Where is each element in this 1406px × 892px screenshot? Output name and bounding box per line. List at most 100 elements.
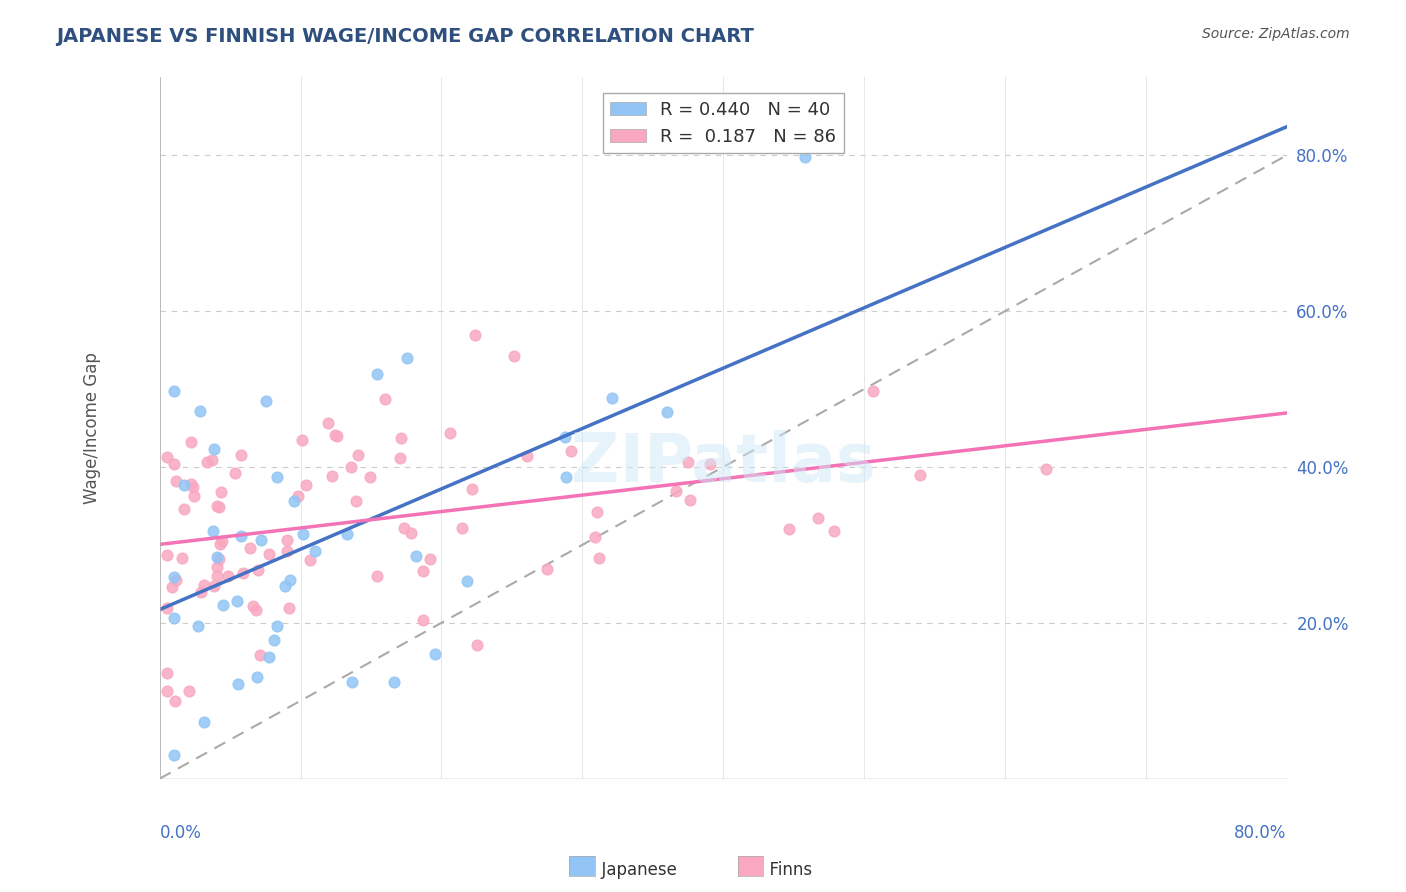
Point [326, 429, 349, 443]
Point [299, 553, 322, 567]
Point [156, 684, 179, 698]
Point [163, 384, 186, 398]
Point [423, 647, 446, 661]
Point [266, 619, 288, 633]
Point [344, 494, 367, 508]
Point [399, 525, 422, 540]
Point [347, 448, 370, 462]
Point [276, 533, 298, 548]
Point [202, 442, 225, 456]
Point [294, 478, 316, 492]
Point [1035, 461, 1057, 475]
Point [536, 562, 558, 576]
Point [225, 594, 247, 608]
Point [291, 434, 314, 448]
Point [461, 483, 484, 497]
Point [208, 552, 231, 566]
Point [823, 524, 845, 539]
Point [247, 563, 270, 577]
Point [280, 573, 302, 587]
Point [190, 585, 212, 599]
Point [396, 351, 419, 365]
Text: Japanese: Japanese [591, 861, 676, 879]
Point [554, 430, 576, 444]
Point [321, 469, 343, 483]
Point [278, 601, 301, 615]
Point [655, 405, 678, 419]
Text: JAPANESE VS FINNISH WAGE/INCOME GAP CORRELATION CHART: JAPANESE VS FINNISH WAGE/INCOME GAP CORR… [56, 27, 754, 45]
Text: 80.0%: 80.0% [1234, 824, 1286, 842]
Point [366, 368, 388, 382]
Point [212, 599, 235, 613]
Text: 0.0%: 0.0% [160, 824, 201, 842]
Point [336, 527, 359, 541]
Point [266, 469, 288, 483]
Point [778, 522, 800, 536]
Point [340, 675, 363, 690]
Point [187, 619, 209, 633]
Point [389, 450, 412, 465]
Point [208, 500, 231, 514]
Point [188, 403, 211, 417]
Point [292, 526, 315, 541]
Point [359, 470, 381, 484]
Point [323, 428, 346, 442]
Point [232, 566, 254, 580]
Point [678, 493, 700, 508]
Point [205, 569, 228, 583]
Point [249, 648, 271, 662]
Point [699, 457, 721, 471]
Point [246, 670, 269, 684]
Point [165, 573, 187, 587]
Point [163, 748, 186, 763]
Point [464, 328, 486, 343]
Point [450, 521, 472, 535]
Point [195, 455, 218, 469]
Point [274, 579, 297, 593]
Point [862, 384, 884, 398]
Point [405, 549, 427, 563]
Point [173, 502, 195, 516]
Point [439, 425, 461, 440]
Point [374, 392, 396, 407]
Text: ZIPatlas: ZIPatlas [571, 430, 876, 496]
Point [217, 569, 239, 583]
Point [340, 459, 363, 474]
Point [156, 601, 179, 615]
Point [586, 505, 609, 519]
Point [283, 494, 305, 508]
Point [165, 474, 187, 488]
Point [394, 521, 416, 535]
Point [163, 694, 186, 708]
Point [316, 416, 339, 430]
Point [180, 434, 202, 449]
Point [181, 480, 204, 494]
Point [163, 570, 186, 584]
Point [205, 499, 228, 513]
Point [156, 450, 179, 465]
Point [201, 453, 224, 467]
Point [205, 560, 228, 574]
Point [201, 524, 224, 538]
Point [193, 578, 215, 592]
Point [156, 665, 179, 680]
Point [676, 454, 699, 468]
Point [389, 431, 412, 445]
Point [250, 533, 273, 547]
Point [209, 484, 232, 499]
Point [588, 550, 610, 565]
Text: Wage/Income Gap: Wage/Income Gap [83, 352, 101, 504]
Point [156, 548, 179, 562]
Point [807, 510, 830, 524]
Point [419, 552, 441, 566]
Point [205, 549, 228, 564]
Point [412, 564, 434, 578]
Point [287, 489, 309, 503]
Point [263, 632, 285, 647]
Point [208, 536, 231, 550]
Point [224, 466, 246, 480]
Point [177, 684, 200, 698]
Point [600, 391, 623, 405]
Point [366, 569, 388, 583]
Point [163, 457, 186, 471]
